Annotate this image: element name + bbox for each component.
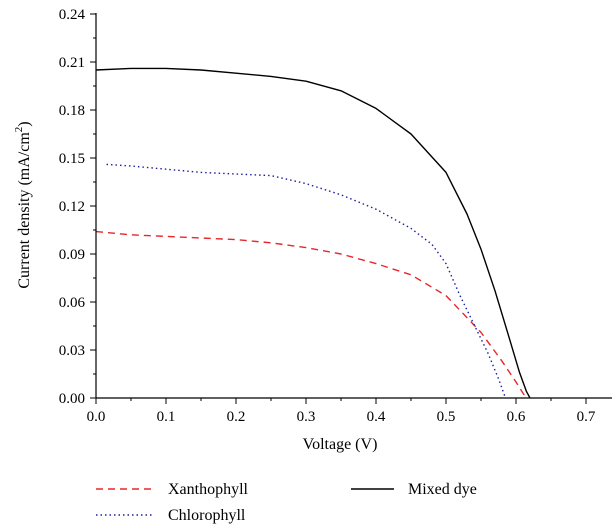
x-tick-label: 0.3	[297, 409, 316, 425]
y-axis-title-sup: 2	[13, 127, 25, 133]
legend-item-xanthophyll: Xanthophyll	[96, 481, 249, 498]
legend-item-chlorophyll: Chlorophyll	[96, 507, 246, 524]
x-axis-title: Voltage (V)	[303, 436, 378, 453]
x-tick-label: 0.6	[507, 409, 526, 425]
y-tick-label: 0.24	[59, 7, 86, 23]
x-tick-label: 0.1	[157, 409, 176, 425]
y-axis-title: Current density (mA/cm2)	[13, 121, 33, 288]
legend-label-chlorophyll: Chlorophyll	[168, 507, 246, 524]
y-tick-label: 0.12	[59, 199, 85, 215]
y-tick-label: 0.00	[59, 391, 85, 407]
y-tick-label: 0.03	[59, 343, 85, 359]
legend-item-mixed-dye: Mixed dye	[351, 481, 477, 498]
x-tick-label: 0.7	[577, 409, 596, 425]
y-tick-label: 0.18	[59, 103, 85, 119]
y-tick-label: 0.06	[59, 295, 86, 311]
series-line-mixed-dye	[95, 67, 531, 399]
y-tick-label: 0.15	[59, 151, 85, 167]
x-tick-label: 0.2	[227, 409, 246, 425]
legend-label-xanthophyll: Xanthophyll	[168, 481, 249, 498]
y-tick-label: 0.21	[59, 55, 85, 71]
y-axis-title-main: Current density (mA/cm	[16, 132, 33, 289]
series-line-chlorophyll	[106, 163, 507, 399]
curves	[95, 67, 531, 399]
y-tick-label: 0.09	[59, 247, 85, 263]
axes	[95, 13, 612, 399]
legend: Xanthophyll Mixed dye Chlorophyll	[96, 481, 477, 524]
axis-ticks: 0.0 0.1 0.2 0.3 0.4 0.5 0.6 0.7 0.00 0.03 0.06 0.09…	[59, 7, 596, 425]
series-line-xanthophyll	[95, 230, 528, 399]
legend-label-mixed-dye: Mixed dye	[408, 481, 477, 498]
x-tick-label: 0.0	[87, 409, 106, 425]
x-tick-label: 0.4	[367, 409, 386, 425]
y-axis-title-close: )	[16, 121, 33, 126]
x-tick-label: 0.5	[437, 409, 456, 425]
